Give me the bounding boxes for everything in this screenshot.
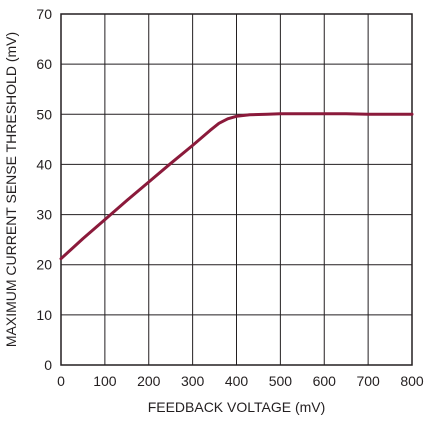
y-tick-labels: 0 10 20 30 40 50 60 70 (36, 6, 52, 373)
series-layer (59, 112, 414, 261)
x-tick-label: 500 (269, 373, 293, 389)
series-line (59, 112, 414, 261)
x-tick-label: 400 (225, 373, 249, 389)
y-axis-label: MAXIMUM CURRENT SENSE THRESHOLD (mV) (3, 32, 19, 347)
x-axis-label: FEEDBACK VOLTAGE (mV) (148, 399, 326, 415)
y-tick-label: 60 (36, 56, 52, 72)
x-tick-label: 200 (137, 373, 161, 389)
x-tick-label: 100 (93, 373, 117, 389)
y-tick-label: 40 (36, 156, 52, 172)
y-tick-label: 70 (36, 6, 52, 22)
y-tick-label: 0 (44, 357, 52, 373)
x-tick-label: 300 (181, 373, 205, 389)
x-tick-labels: 0 100 200 300 400 500 600 700 800 (57, 373, 424, 389)
y-tick-label: 30 (36, 207, 52, 223)
x-tick-label: 700 (356, 373, 380, 389)
grid (61, 14, 412, 365)
y-tick-label: 50 (36, 106, 52, 122)
y-tick-label: 10 (36, 307, 52, 323)
x-tick-label: 800 (400, 373, 424, 389)
y-tick-label: 20 (36, 257, 52, 273)
x-tick-label: 0 (57, 373, 65, 389)
x-tick-label: 600 (313, 373, 337, 389)
plot-frame (60, 13, 413, 366)
